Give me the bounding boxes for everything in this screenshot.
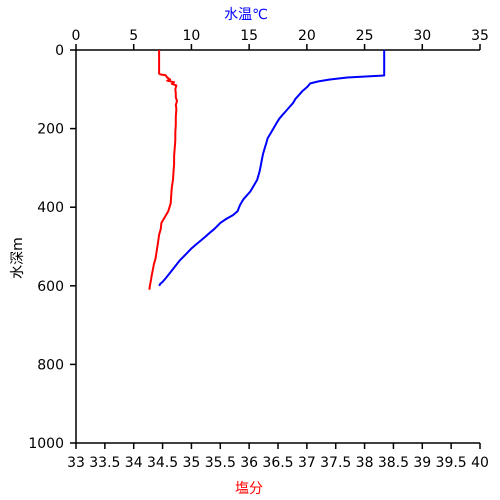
y-tick-label: 600	[37, 279, 64, 295]
top-tick-label: 0	[72, 28, 81, 44]
top-tick-label: 10	[183, 28, 201, 44]
y-tick-label: 1000	[28, 436, 64, 452]
bottom-tick-label: 37.5	[320, 455, 351, 471]
bottom-tick-label: 37	[298, 455, 316, 471]
bottom-tick-label: 36.5	[262, 455, 293, 471]
bottom-tick-label: 33	[67, 455, 85, 471]
bottom-tick-label: 38	[356, 455, 374, 471]
y-tick-label: 0	[55, 43, 64, 59]
top-tick-label: 35	[471, 28, 489, 44]
bottom-axis-ticks: 33 33.5 34 34.5 35 35.5 36 36.5 37 37.5 38 38.5 39 39…	[67, 443, 489, 471]
bottom-tick-label: 40	[471, 455, 489, 471]
series-group	[148, 50, 386, 290]
y-axis-title: 水深m	[10, 237, 26, 279]
y-axis-ticks: 0 200 400 600 800 1000	[28, 43, 76, 452]
top-tick-label: 5	[129, 28, 138, 44]
y-tick-label: 400	[37, 200, 64, 216]
temperature-profile-line	[158, 50, 386, 287]
bottom-tick-label: 38.5	[378, 455, 409, 471]
bottom-tick-label: 39	[413, 455, 431, 471]
bottom-tick-label: 33.5	[89, 455, 120, 471]
bottom-tick-label: 34.5	[147, 455, 178, 471]
bottom-tick-label: 35	[183, 455, 201, 471]
top-tick-label: 15	[240, 28, 258, 44]
salinity-profile-line	[148, 50, 178, 290]
top-tick-label: 30	[413, 28, 431, 44]
bottom-tick-label: 36	[240, 455, 258, 471]
top-axis-title: 水温℃	[224, 7, 268, 23]
y-tick-label: 800	[37, 357, 64, 373]
top-axis-ticks: 0 5 10 15 20 25 30 35	[72, 28, 489, 50]
bottom-tick-label: 39.5	[436, 455, 467, 471]
y-tick-label: 200	[37, 122, 64, 138]
top-tick-label: 25	[356, 28, 374, 44]
bottom-tick-label: 35.5	[205, 455, 236, 471]
bottom-axis-title: 塩分	[235, 481, 263, 497]
top-tick-label: 20	[298, 28, 316, 44]
bottom-tick-label: 34	[125, 455, 143, 471]
